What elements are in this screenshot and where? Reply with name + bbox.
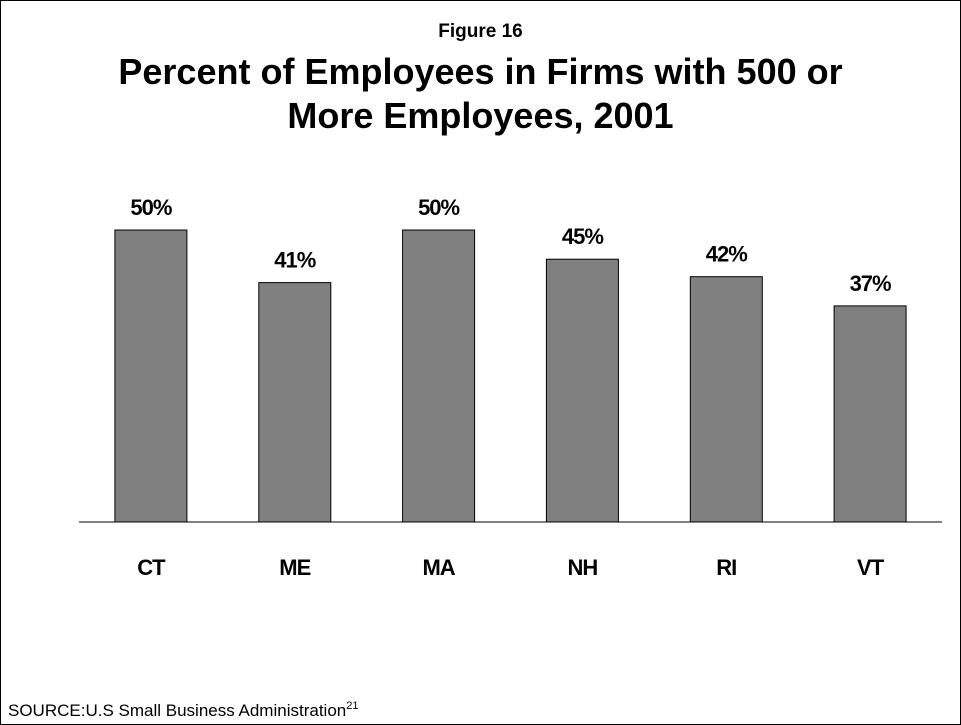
bar-vt — [833, 305, 907, 523]
bar-nh — [545, 258, 619, 523]
chart-title: Percent of Employees in Firms with 500 o… — [0, 50, 961, 138]
x-tick-label-nh: NH — [568, 555, 598, 580]
data-label-ma: 50% — [418, 195, 459, 220]
data-label-ct: 50% — [130, 195, 171, 220]
source-footnote: 21 — [346, 700, 359, 712]
source-note: SOURCE:U.S Small Business Administration… — [8, 700, 358, 721]
bar-me — [258, 282, 332, 523]
data-label-me: 41% — [274, 248, 315, 273]
bar-ct — [114, 229, 188, 523]
figure-label: Figure 16 — [438, 21, 523, 42]
data-label-vt: 37% — [850, 271, 891, 296]
data-label-ri: 42% — [706, 242, 747, 267]
bar-ma — [402, 229, 476, 523]
x-tick-label-vt: VT — [857, 555, 885, 580]
source-text: SOURCE:U.S Small Business Administration — [8, 701, 347, 720]
x-tick-label-ct: CT — [137, 555, 166, 580]
x-tick-label-me: ME — [279, 555, 310, 580]
x-tick-label-ma: MA — [422, 555, 455, 580]
chart-title-line-2: More Employees, 2001 — [287, 95, 674, 136]
data-label-nh: 45% — [562, 224, 603, 249]
x-tick-label-ri: RI — [716, 555, 736, 580]
chart-title-line-1: Percent of Employees in Firms with 500 o… — [118, 51, 843, 92]
bar-ri — [689, 276, 763, 523]
